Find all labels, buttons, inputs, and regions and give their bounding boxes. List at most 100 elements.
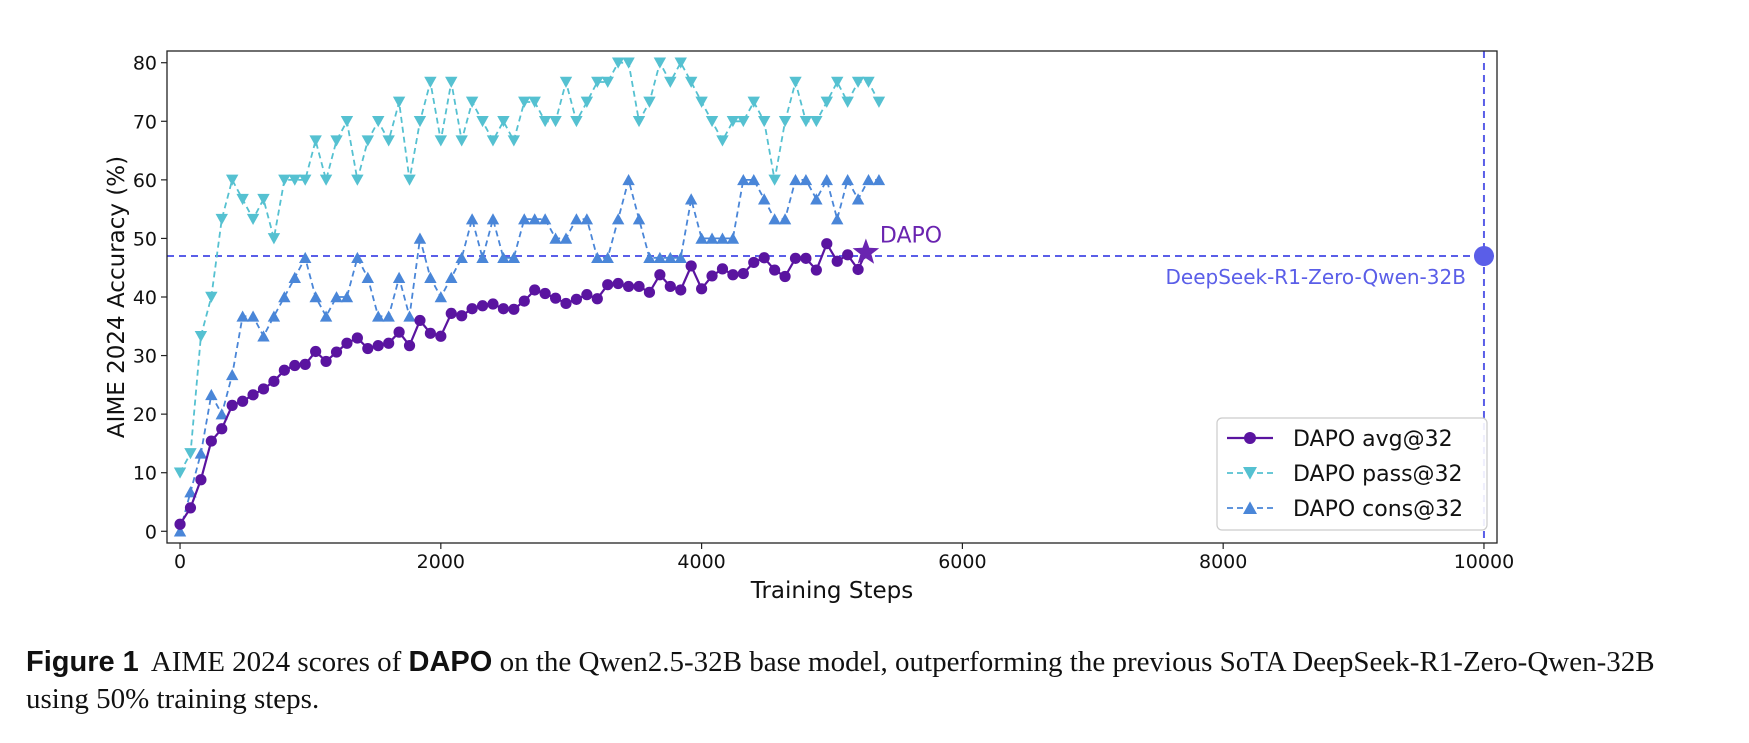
data-point [831,76,844,88]
caption-label: Figure 1 [26,646,139,678]
data-point [309,291,322,303]
data-point [226,399,238,411]
legend-item: DAPO cons@32 [1227,497,1463,522]
data-point [236,193,249,206]
data-point [195,474,207,486]
data-point [340,291,354,303]
series-line [179,241,867,525]
data-point [476,116,489,128]
data-point [362,342,374,355]
data-point [591,76,604,88]
data-point [372,310,385,322]
data-point [675,284,687,296]
data-point [361,135,375,147]
data-point [768,174,781,186]
x-axis-label: Training Steps [750,578,913,604]
legend-marker [1244,432,1256,444]
data-point [518,295,530,307]
data-point [654,269,666,281]
data-point [445,271,458,283]
data-point [841,173,854,186]
data-point [633,280,645,293]
figure-caption: Figure 1 AIME 2024 scores of DAPO on the … [26,644,1706,718]
data-point [810,116,823,128]
series-pass32 [173,57,886,479]
data-point [842,249,854,261]
data-point [664,76,677,88]
data-point [601,251,614,264]
data-point [528,213,541,225]
data-point [257,330,270,342]
data-point [372,116,385,128]
data-point [591,251,604,264]
y-axis-label: AIME 2024 Accuracy (%) [104,156,130,438]
x-tick-label: 6000 [938,551,986,573]
data-point [695,232,708,244]
data-point [570,116,583,128]
series-layer [173,57,886,537]
data-point [726,232,740,244]
data-point [487,298,499,310]
data-point [570,293,583,305]
data-point [684,76,698,88]
data-point [549,116,562,128]
data-point [580,96,594,108]
data-point [268,375,280,387]
data-point [831,213,844,225]
data-point [632,213,646,225]
data-point [320,355,332,368]
legend-box [1216,417,1488,531]
data-point [737,173,750,186]
data-point [789,252,802,264]
data-point [184,486,197,498]
data-point [706,270,718,282]
legend-item: DAPO avg@32 [1227,427,1453,452]
data-point [705,232,719,244]
data-point [518,213,531,225]
series-avg32 [174,238,867,530]
data-point [789,173,802,186]
data-point [434,135,448,147]
data-point [392,271,406,283]
data-point [872,96,886,108]
data-point [383,337,395,349]
series-line [179,176,879,532]
data-point [465,213,479,225]
y-tick-label: 50 [133,228,157,250]
legend-label: DAPO cons@32 [1293,497,1463,522]
data-point [602,279,614,291]
data-point [726,116,740,128]
data-point [205,291,218,303]
data-point [810,193,823,205]
data-point [810,264,822,276]
data-point [445,76,458,88]
data-point [580,213,594,225]
data-point [288,271,301,283]
data-point [246,310,260,322]
data-point [757,116,771,128]
data-point [643,251,656,264]
caption-text-after: on the Qwen2.5-32B base model, outperfor… [26,646,1655,715]
data-point [434,291,448,303]
data-point [695,96,708,108]
data-point [424,327,436,339]
legend-marker [1243,467,1257,480]
data-point [341,337,353,349]
data-point [560,297,572,310]
legend-marker [1243,501,1257,514]
data-point [476,251,489,264]
data-point [611,57,625,69]
data-point [507,135,521,147]
reference-label: DeepSeek-R1-Zero-Qwen-32B [1165,265,1465,289]
data-point [392,96,406,108]
x-tick-label: 2000 [417,551,465,573]
data-point [497,251,510,264]
x-tick-label: 4000 [677,551,725,573]
data-point [664,251,677,264]
y-tick-label: 10 [133,463,157,485]
y-tick-label: 60 [133,170,157,192]
data-point [225,174,239,186]
caption-method: DAPO [408,646,493,678]
data-point [403,340,416,352]
data-point [559,76,573,88]
